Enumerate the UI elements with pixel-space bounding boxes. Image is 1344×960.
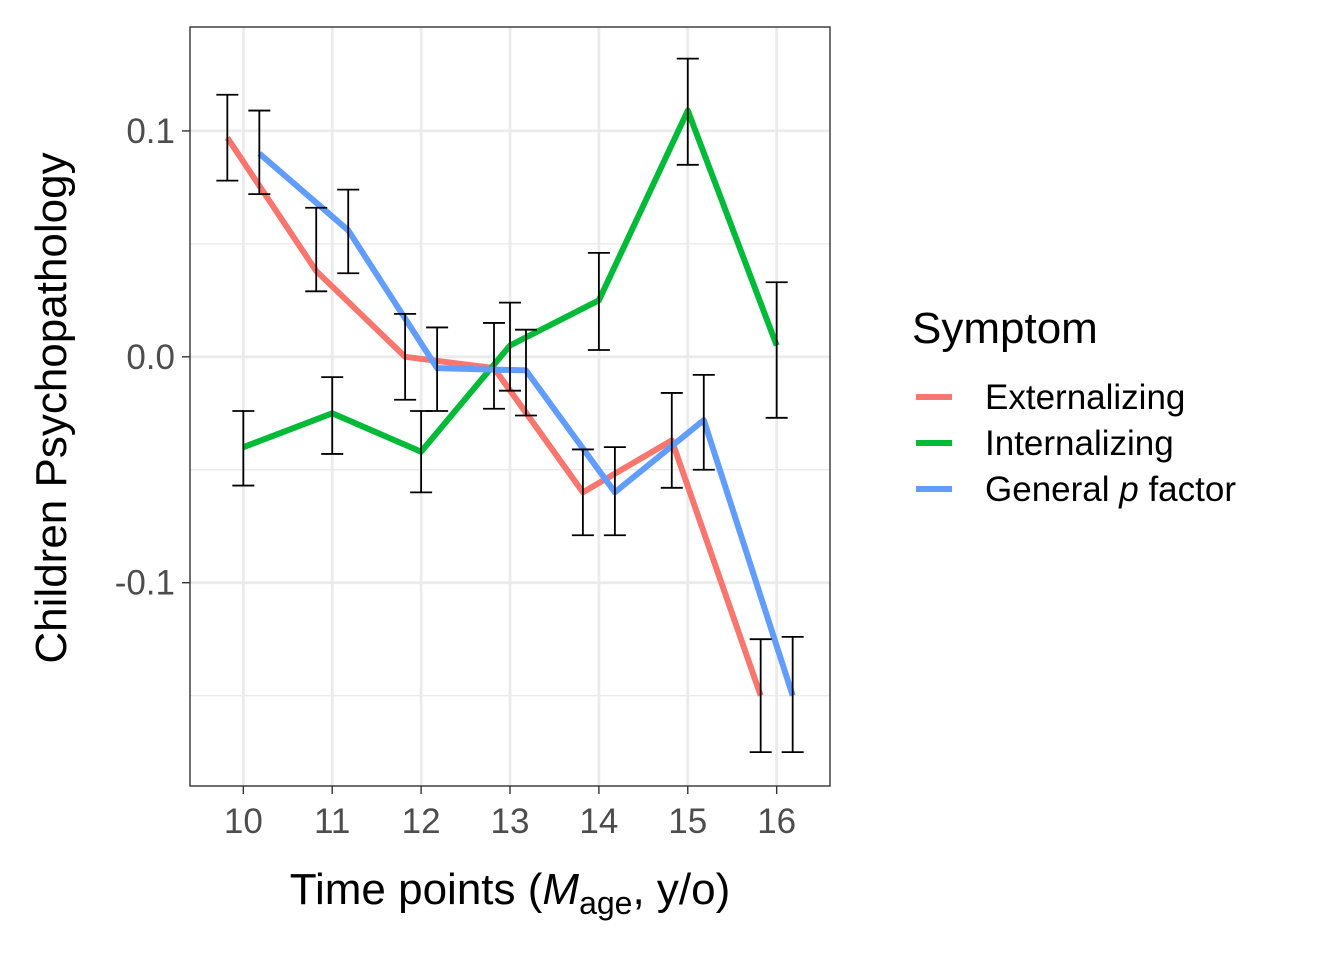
x-tick-label: 10 [224,802,263,841]
x-axis-title-subscript: age [579,885,632,921]
legend-label-1: Internalizing [985,424,1174,463]
x-tick-label: 15 [668,802,707,841]
plot-data [216,57,804,754]
x-tick-label: 13 [491,802,530,841]
grid [190,27,830,786]
y-tick-label: -0.1 [115,564,175,603]
y-axis-title: Children Psychopathology [27,152,76,663]
legend-label-0: Externalizing [985,378,1185,417]
x-axis-title: Time points (Mage, y/o) [290,865,731,921]
y-tick-label: 0.0 [126,338,175,377]
legend: Symptom Externalizing Internalizing Genera… [912,304,1236,509]
legend-label-italic: p [1118,470,1138,509]
x-tick-label: 12 [402,802,441,841]
legend-title: Symptom [912,304,1098,353]
x-tick-label: 14 [579,802,618,841]
x-tick-label: 11 [314,802,350,841]
axes: 10 11 12 13 14 15 16 0.1 0.0 -0.1 [115,112,796,841]
legend-label-part: factor [1139,470,1237,509]
legend-label-2: General p factor [985,470,1236,509]
x-tick-label: 16 [757,802,796,841]
y-tick-label: 0.1 [126,112,175,151]
x-axis-title-italic: M [542,865,579,914]
x-axis-title-prefix: Time points ( [290,865,543,914]
x-axis-title-suffix: , y/o) [632,865,730,914]
legend-label-part: General [985,470,1119,509]
